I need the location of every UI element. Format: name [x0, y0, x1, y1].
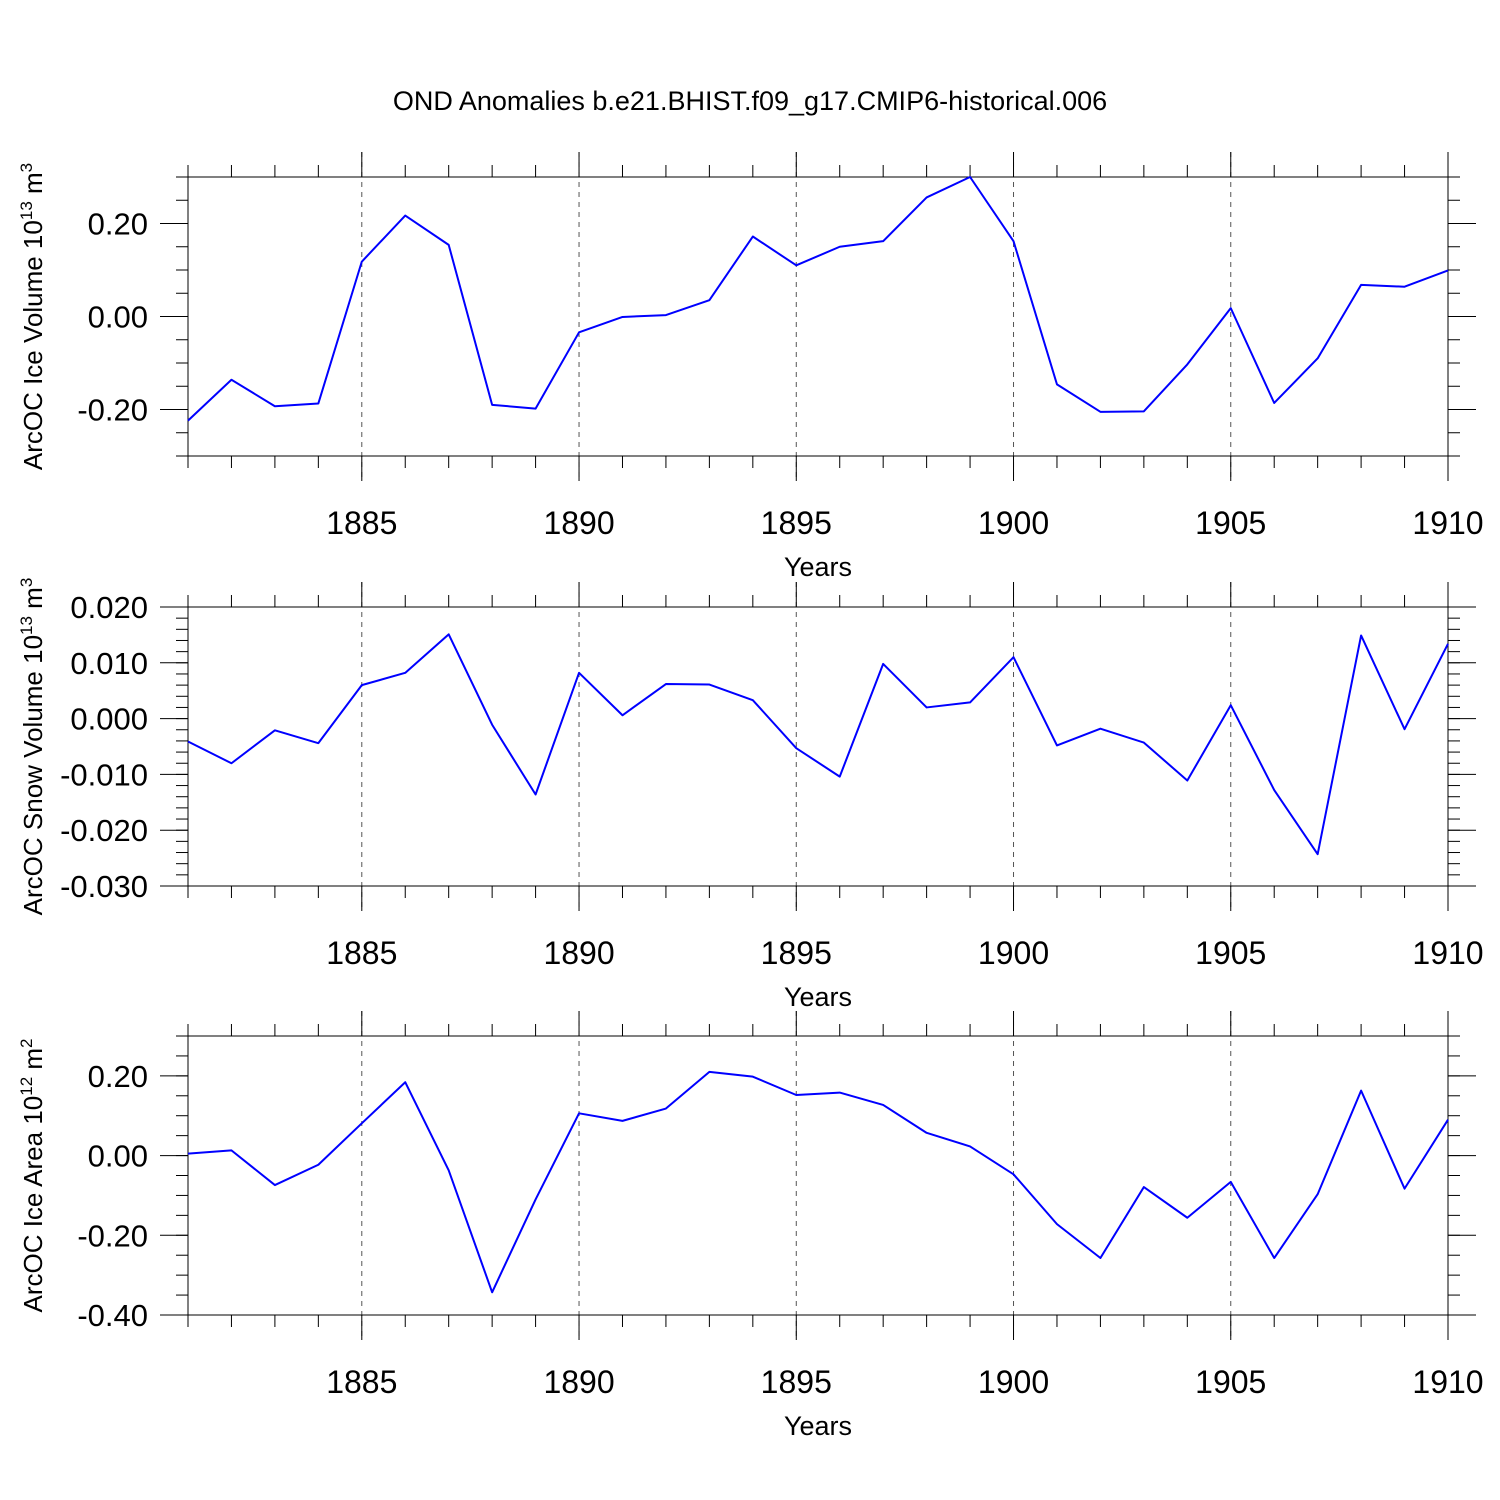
- x-tick-label: 1900: [978, 505, 1049, 541]
- series-line: [187, 633, 1449, 856]
- y-tick-label: -0.20: [77, 1218, 148, 1253]
- x-tick-label: 1905: [1195, 505, 1266, 541]
- x-tick-label: 1905: [1195, 935, 1266, 971]
- x-tick-label: 1895: [761, 505, 832, 541]
- y-axis-label: ArcOC Ice Area 1012 m2: [17, 1038, 48, 1312]
- plot-frame: [187, 1035, 1449, 1316]
- series-line: [187, 1070, 1449, 1294]
- x-tick-label: 1890: [543, 505, 614, 541]
- x-tick-label: 1900: [978, 935, 1049, 971]
- x-tick-label: 1905: [1195, 1364, 1266, 1400]
- y-tick-label: 0.020: [70, 590, 148, 625]
- panel-3: 1885 1890 1895 1900 1905 1910 Years -0.40 -0.20 0…: [17, 1011, 1484, 1441]
- y-tick-label: -0.030: [60, 869, 148, 904]
- y-tick-label: 0.00: [88, 1139, 148, 1174]
- plot-frame: [187, 176, 1449, 457]
- x-tick-label: 1890: [543, 935, 614, 971]
- y-tick-label: -0.020: [60, 813, 148, 848]
- x-tick-label: 1885: [326, 505, 397, 541]
- x-tick-label: 1895: [761, 1364, 832, 1400]
- x-axis-label: Years: [784, 982, 852, 1012]
- panels: 1885 1890 1895 1900 1905 1910 Years -0.20 0.00 0.…: [17, 152, 1484, 1441]
- y-tick-label: -0.20: [77, 393, 148, 428]
- x-tick-label: 1885: [326, 1364, 397, 1400]
- figure-title: OND Anomalies b.e21.BHIST.f09_g17.CMIP6-…: [393, 86, 1107, 116]
- y-tick-label: 0.000: [70, 702, 148, 737]
- x-tick-label: 1910: [1412, 1364, 1483, 1400]
- plot-frame: [187, 606, 1449, 887]
- y-tick-label: 0.00: [88, 300, 148, 335]
- x-tick-label: 1895: [761, 935, 832, 971]
- panel-2: 1885 1890 1895 1900 1905 1910 Years -0.030 -0.02…: [17, 578, 1484, 1012]
- x-tick-label: 1910: [1412, 935, 1483, 971]
- x-tick-label: 1890: [543, 1364, 614, 1400]
- x-axis-label: Years: [784, 1411, 852, 1441]
- y-axis-label: ArcOC Snow Volume 1013 m3: [17, 578, 48, 916]
- y-tick-label: -0.010: [60, 757, 148, 792]
- y-tick-label: 0.010: [70, 646, 148, 681]
- x-tick-label: 1910: [1412, 505, 1483, 541]
- y-tick-label: -0.40: [77, 1298, 148, 1333]
- y-tick-label: 0.20: [88, 207, 148, 242]
- x-tick-label: 1885: [326, 935, 397, 971]
- series-line: [187, 176, 1449, 422]
- panel-1: 1885 1890 1895 1900 1905 1910 Years -0.20 0.00 0.…: [17, 152, 1484, 582]
- y-tick-label: 0.20: [88, 1059, 148, 1094]
- x-tick-label: 1900: [978, 1364, 1049, 1400]
- x-axis-label: Years: [784, 552, 852, 582]
- y-axis-label: ArcOC Ice Volume 1013 m3: [17, 163, 48, 470]
